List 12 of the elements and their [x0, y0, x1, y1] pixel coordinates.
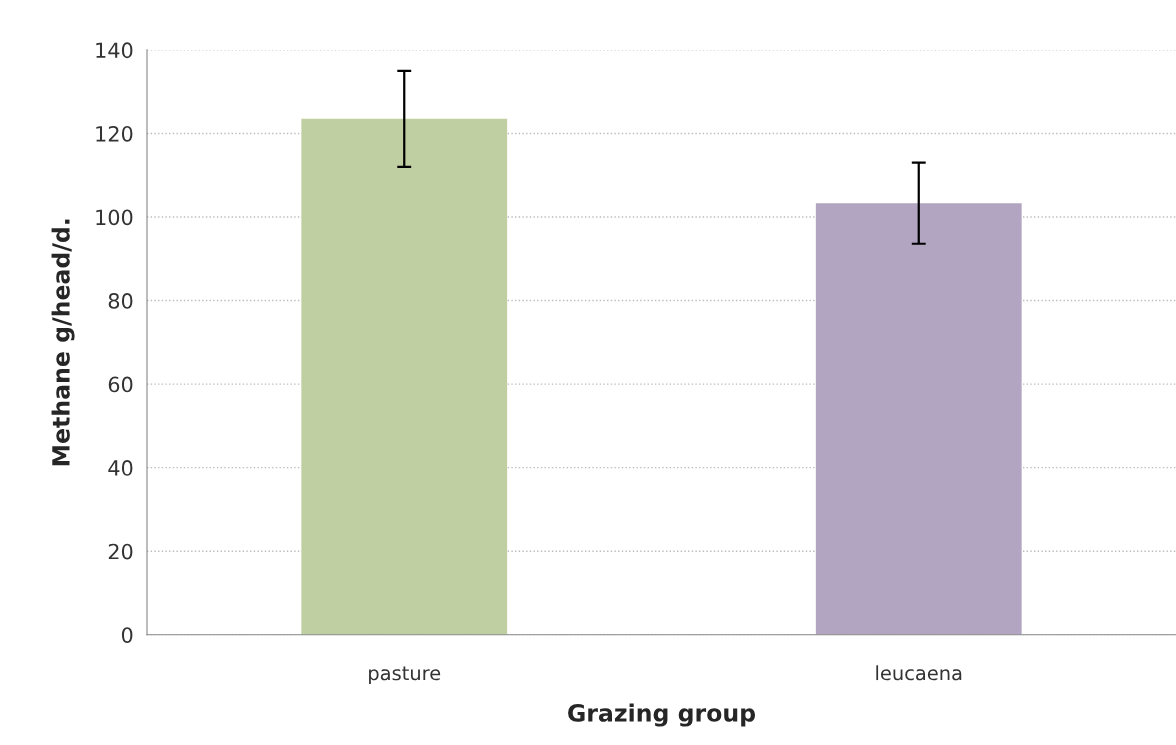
y-tick-label: 20 — [108, 543, 133, 560]
y-axis-title: Methane g/head/d. — [51, 219, 75, 466]
y-tick-label: 40 — [108, 460, 133, 476]
x-tick-label: leucaena — [876, 665, 962, 681]
y-tick-label: 100 — [96, 209, 133, 226]
x-tick-label: pasture — [369, 666, 441, 685]
y-tick-label: 140 — [96, 42, 133, 59]
y-tick-label: 80 — [108, 293, 133, 309]
y-tick-label: 60 — [108, 376, 133, 393]
y-tick-label: 0 — [121, 627, 133, 643]
x-axis-title: Grazing group — [568, 703, 756, 727]
y-tick-label: 120 — [96, 125, 133, 142]
